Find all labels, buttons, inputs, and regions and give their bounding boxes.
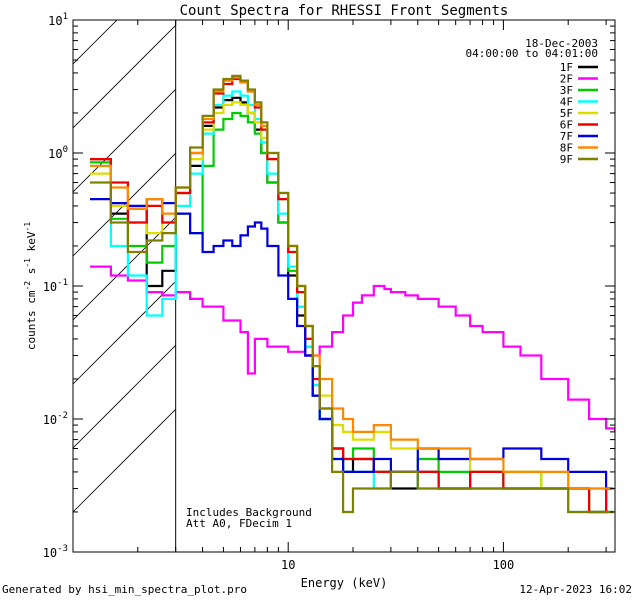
legend-label: 8F [560, 142, 573, 155]
footer-timestamp: 12-Apr-2023 16:02 [519, 583, 632, 596]
y-tick-label: 10-2 [43, 411, 68, 427]
y-tick-label: 101 [48, 12, 68, 28]
y-axis-label: counts cm-2 s-1 keV-1 [23, 222, 38, 350]
legend-label: 6F [560, 119, 573, 132]
footer-generated-by: Generated by hsi_min_spectra_plot.pro [2, 583, 248, 596]
time-range-label: 04:00:00 to 04:01:00 [466, 47, 598, 60]
legend-label: 3F [560, 84, 573, 97]
series-line-7F [90, 198, 614, 490]
legend-label: 1F [560, 61, 573, 74]
x-tick-label: 100 [493, 558, 515, 572]
legend-label: 4F [560, 96, 573, 109]
y-tick-label: 10-1 [43, 278, 68, 294]
annotation-attenuator: Att A0, FDecim 1 [186, 517, 292, 530]
series-layer [90, 74, 615, 514]
date-label: 18-Dec-2003 [525, 37, 598, 50]
legend-label: 7F [560, 130, 573, 143]
series-line-8F [90, 76, 614, 490]
x-axis-label: Energy (keV) [301, 576, 388, 590]
x-tick-label: 10 [281, 558, 295, 572]
legend-label: 5F [560, 107, 573, 120]
series-line-2F [90, 265, 615, 432]
axes-layer: 10 100 101 100 10-1 10-2 10-3 [43, 12, 615, 572]
annotation-background: Includes Background [186, 506, 312, 519]
series-line-3F [90, 111, 614, 514]
legend-label: 9F [560, 153, 573, 166]
legend-label: 2F [560, 73, 573, 86]
y-tick-label: 100 [48, 145, 68, 161]
series-line-9F [90, 74, 614, 514]
y-tick-label: 10-3 [43, 544, 68, 560]
series-line-1F [90, 96, 614, 514]
chart-title: Count Spectra for RHESSI Front Segments [180, 3, 509, 19]
